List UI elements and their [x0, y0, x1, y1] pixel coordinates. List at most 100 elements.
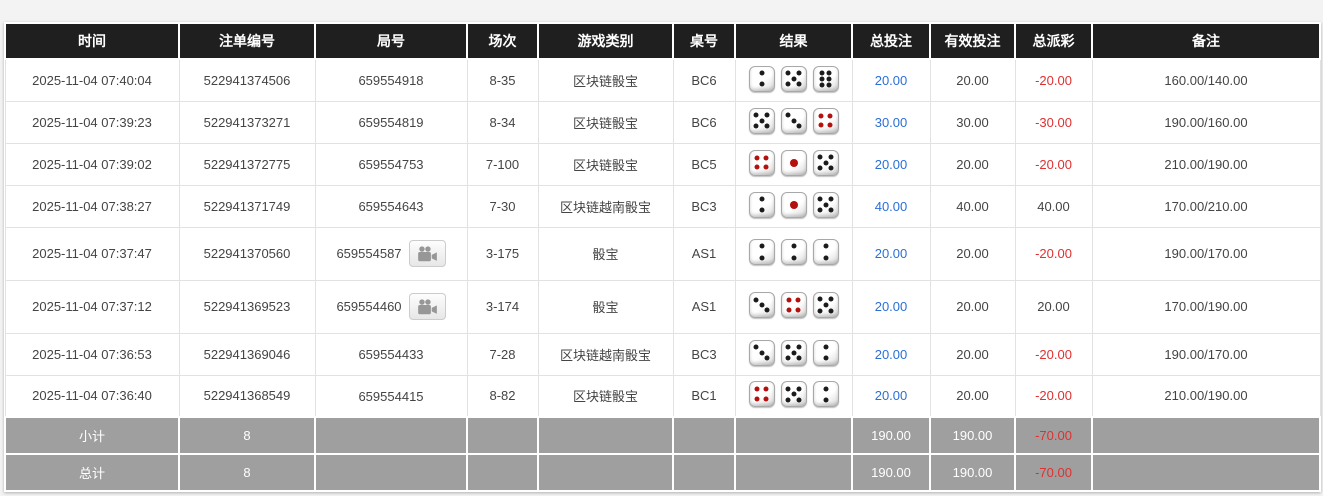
cell-round: 659554819 [314, 100, 468, 144]
col-header-bet-id: 注单编号 [178, 22, 316, 60]
cell-game-type: 区块链越南骰宝 [537, 184, 674, 228]
cell-round: 659554460 [314, 279, 468, 334]
cell-result [734, 142, 853, 186]
cell-result [734, 332, 853, 376]
cell-valid-bet: 20.00 [929, 58, 1016, 102]
die-3-icon [780, 107, 807, 134]
cell-payout: -20.00 [1014, 142, 1093, 186]
cell-session: 8-34 [466, 100, 539, 144]
summary-row: 小计 8 190.00 190.00 -70.00 [4, 416, 1321, 455]
cell-result [734, 100, 853, 144]
col-header-total-bet: 总投注 [851, 22, 931, 60]
cell-round: 659554918 [314, 58, 468, 102]
col-header-table-no: 桌号 [672, 22, 736, 60]
summary-valid-bet: 190.00 [929, 416, 1016, 455]
die-2-icon [780, 239, 807, 265]
summary-empty-cell [734, 416, 853, 455]
cell-total-bet: 20.00 [851, 226, 931, 281]
cell-bet-id: 522941368549 [178, 374, 316, 418]
table-row: 2025-11-04 07:39:23 522941373271 6595548… [4, 100, 1321, 144]
cell-game-type: 区块链骰宝 [537, 58, 674, 102]
cell-session: 3-174 [466, 279, 539, 334]
die-4-icon [780, 292, 807, 318]
summary-valid-bet: 190.00 [929, 453, 1016, 492]
cell-round: 659554587 [314, 226, 468, 281]
summary-total-bet: 190.00 [851, 416, 931, 455]
summary-empty-cell [1091, 453, 1321, 492]
summary-total-bet: 190.00 [851, 453, 931, 492]
cell-bet-id: 522941371749 [178, 184, 316, 228]
cell-bet-id: 522941374506 [178, 58, 316, 102]
summary-empty-cell [466, 453, 539, 492]
video-camera-icon [417, 246, 437, 262]
table-header-row: 时间 注单编号 局号 场次 游戏类别 桌号 结果 总投注 有效投注 总派彩 备注 [4, 22, 1321, 60]
cell-time: 2025-11-04 07:36:53 [4, 332, 180, 376]
cell-result [734, 226, 853, 281]
cell-payout: 20.00 [1014, 279, 1093, 334]
cell-result [734, 58, 853, 102]
col-header-round: 局号 [314, 22, 468, 60]
dice-result [748, 65, 839, 92]
cell-remark: 190.00/170.00 [1091, 226, 1321, 281]
cell-payout: -20.00 [1014, 332, 1093, 376]
cell-valid-bet: 20.00 [929, 332, 1016, 376]
col-header-game-type: 游戏类别 [537, 22, 674, 60]
summary-empty-cell [466, 416, 539, 455]
cell-table-number: AS1 [672, 226, 736, 281]
summary-label: 总计 [4, 453, 180, 492]
cell-table-number: BC1 [672, 374, 736, 418]
cell-valid-bet: 30.00 [929, 100, 1016, 144]
col-header-remark: 备注 [1091, 22, 1321, 60]
cell-session: 8-82 [466, 374, 539, 418]
die-3-icon [748, 292, 775, 318]
cell-valid-bet: 20.00 [929, 226, 1016, 281]
cell-table-number: BC6 [672, 58, 736, 102]
cell-bet-id: 522941370560 [178, 226, 316, 281]
die-1-icon [780, 191, 807, 218]
cell-table-number: BC6 [672, 100, 736, 144]
col-header-session: 场次 [466, 22, 539, 60]
table-row: 2025-11-04 07:36:40 522941368549 6595544… [4, 374, 1321, 418]
die-3-icon [748, 339, 775, 366]
cell-valid-bet: 40.00 [929, 184, 1016, 228]
col-header-time: 时间 [4, 22, 180, 60]
round-number: 659554753 [358, 157, 424, 173]
summary-count: 8 [178, 416, 316, 455]
cell-game-type: 区块链骰宝 [537, 142, 674, 186]
round-number: 659554918 [358, 73, 424, 89]
cell-session: 7-30 [466, 184, 539, 228]
bet-records-table: 时间 注单编号 局号 场次 游戏类别 桌号 结果 总投注 有效投注 总派彩 备注 2025-11-0… [4, 22, 1321, 492]
die-5-icon [780, 65, 807, 92]
cell-total-bet: 20.00 [851, 332, 931, 376]
die-5-icon [780, 381, 807, 408]
cell-remark: 190.00/170.00 [1091, 332, 1321, 376]
cell-valid-bet: 20.00 [929, 374, 1016, 418]
round-number: 659554643 [358, 199, 424, 215]
col-header-payout: 总派彩 [1014, 22, 1093, 60]
cell-payout: -30.00 [1014, 100, 1093, 144]
video-replay-button[interactable] [408, 293, 446, 320]
dice-result [748, 381, 839, 408]
cell-time: 2025-11-04 07:38:27 [4, 184, 180, 228]
cell-time: 2025-11-04 07:39:02 [4, 142, 180, 186]
cell-total-bet: 20.00 [851, 374, 931, 418]
dice-result [748, 107, 839, 134]
video-replay-button[interactable] [408, 240, 446, 267]
cell-remark: 190.00/160.00 [1091, 100, 1321, 144]
cell-total-bet: 40.00 [851, 184, 931, 228]
cell-remark: 210.00/190.00 [1091, 142, 1321, 186]
round-number: 659554460 [336, 299, 402, 314]
die-4-icon [812, 107, 839, 134]
die-2-icon [812, 239, 839, 265]
table-row: 2025-11-04 07:37:47 522941370560 6595545… [4, 226, 1321, 281]
cell-payout: 40.00 [1014, 184, 1093, 228]
dice-result [748, 191, 839, 218]
summary-empty-cell [537, 416, 674, 455]
cell-round: 659554753 [314, 142, 468, 186]
cell-total-bet: 20.00 [851, 58, 931, 102]
cell-round: 659554433 [314, 332, 468, 376]
die-2-icon [812, 381, 839, 408]
cell-time: 2025-11-04 07:37:47 [4, 226, 180, 281]
cell-round: 659554643 [314, 184, 468, 228]
